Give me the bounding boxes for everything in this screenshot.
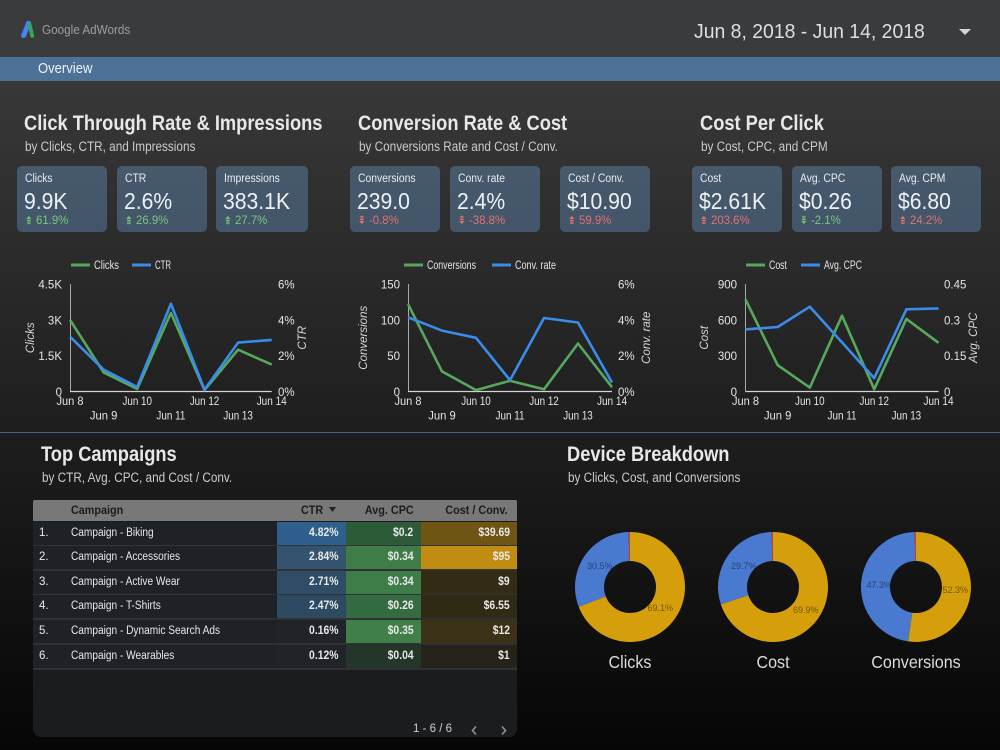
svg-text:Jun 12: Jun 12 bbox=[190, 396, 220, 408]
svg-text:Conv. rate: Conv. rate bbox=[515, 260, 556, 272]
svg-text:Jun 12: Jun 12 bbox=[529, 396, 559, 408]
svg-text:Clicks: Clicks bbox=[25, 322, 37, 353]
svg-text:0: 0 bbox=[394, 387, 400, 399]
svg-text:1.5K: 1.5K bbox=[38, 351, 62, 363]
svg-text:Jun 10: Jun 10 bbox=[795, 396, 825, 408]
svg-text:2%: 2% bbox=[278, 351, 295, 363]
svg-text:Jun 13: Jun 13 bbox=[563, 411, 593, 423]
svg-text:0: 0 bbox=[944, 387, 950, 399]
svg-text:0.3: 0.3 bbox=[944, 315, 960, 327]
svg-text:Jun 8: Jun 8 bbox=[57, 396, 84, 408]
svg-text:6%: 6% bbox=[278, 280, 295, 292]
svg-text:0.15: 0.15 bbox=[944, 351, 966, 363]
svg-text:Cost: Cost bbox=[699, 325, 711, 349]
svg-text:CTR: CTR bbox=[155, 260, 171, 272]
svg-text:300: 300 bbox=[718, 351, 737, 363]
svg-text:Jun 13: Jun 13 bbox=[223, 411, 253, 423]
svg-text:0.45: 0.45 bbox=[944, 280, 966, 292]
svg-text:100: 100 bbox=[381, 315, 400, 327]
svg-text:Conversions: Conversions bbox=[427, 260, 476, 272]
svg-text:2%: 2% bbox=[618, 351, 635, 363]
svg-text:Avg. CPC: Avg. CPC bbox=[824, 260, 862, 272]
svg-text:Jun 8: Jun 8 bbox=[395, 396, 422, 408]
svg-text:4.5K: 4.5K bbox=[38, 280, 62, 292]
svg-text:900: 900 bbox=[718, 280, 737, 292]
svg-text:Jun 12: Jun 12 bbox=[859, 396, 889, 408]
svg-text:Jun 9: Jun 9 bbox=[428, 411, 456, 423]
svg-text:Jun 8: Jun 8 bbox=[732, 396, 759, 408]
svg-text:600: 600 bbox=[718, 315, 737, 327]
svg-text:Jun 10: Jun 10 bbox=[122, 396, 152, 408]
svg-text:Jun 9: Jun 9 bbox=[764, 411, 792, 423]
svg-text:0: 0 bbox=[56, 387, 62, 399]
svg-text:Jun 14: Jun 14 bbox=[257, 396, 288, 408]
svg-text:Jun 11: Jun 11 bbox=[156, 411, 185, 423]
svg-text:0%: 0% bbox=[278, 387, 295, 399]
svg-text:4%: 4% bbox=[618, 315, 635, 327]
svg-text:CTR: CTR bbox=[297, 326, 309, 350]
svg-text:6%: 6% bbox=[618, 280, 635, 292]
svg-text:Cost: Cost bbox=[769, 260, 788, 272]
svg-text:150: 150 bbox=[381, 280, 400, 292]
svg-text:Jun 14: Jun 14 bbox=[597, 396, 628, 408]
svg-text:3K: 3K bbox=[48, 315, 62, 327]
svg-text:Clicks: Clicks bbox=[94, 260, 119, 272]
svg-text:50: 50 bbox=[387, 351, 400, 363]
svg-text:0: 0 bbox=[731, 387, 737, 399]
svg-text:0%: 0% bbox=[618, 387, 635, 399]
svg-text:Conversions: Conversions bbox=[358, 306, 370, 370]
svg-text:Avg. CPC: Avg. CPC bbox=[968, 312, 980, 364]
svg-text:Jun 9: Jun 9 bbox=[90, 411, 118, 423]
svg-text:Conv. rate: Conv. rate bbox=[641, 312, 653, 364]
svg-text:Jun 11: Jun 11 bbox=[496, 411, 525, 423]
svg-text:Jun 14: Jun 14 bbox=[924, 396, 955, 408]
svg-text:Jun 13: Jun 13 bbox=[892, 411, 922, 423]
svg-text:4%: 4% bbox=[278, 315, 295, 327]
svg-text:Jun 10: Jun 10 bbox=[461, 396, 491, 408]
svg-text:Jun 11: Jun 11 bbox=[828, 411, 857, 423]
